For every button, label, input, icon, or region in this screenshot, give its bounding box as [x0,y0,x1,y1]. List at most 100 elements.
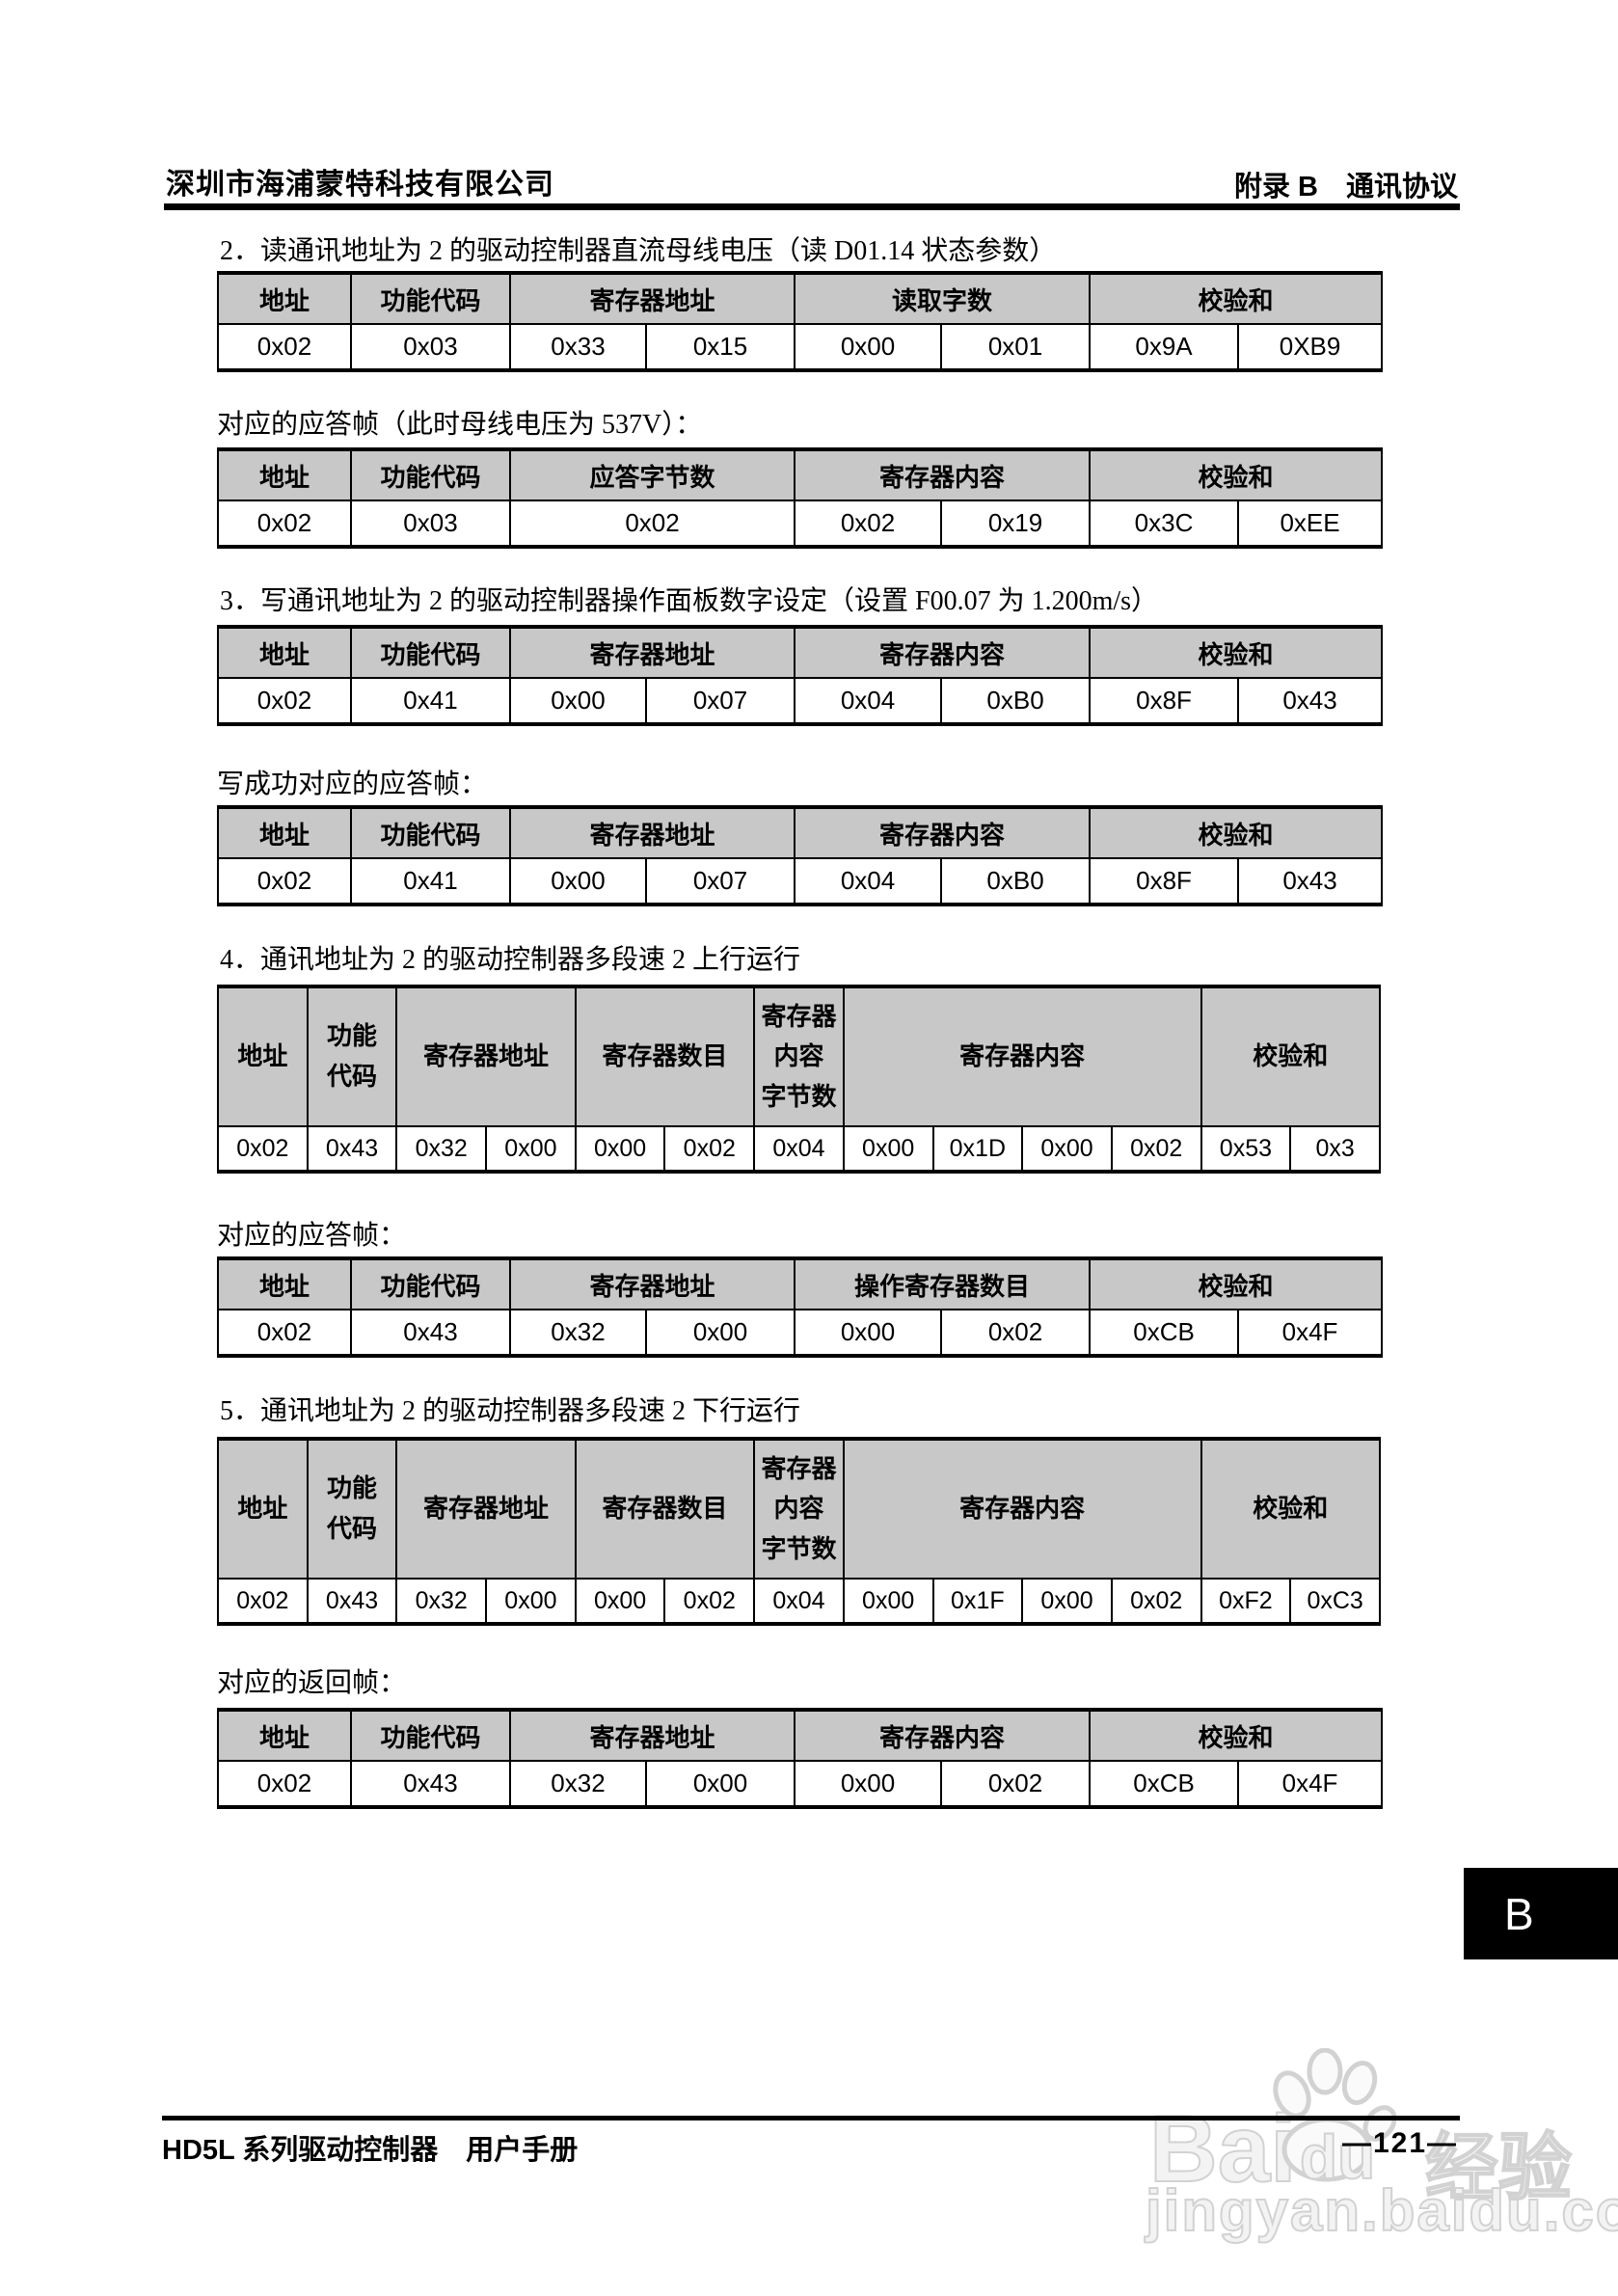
header-cell: 校验和 [1089,448,1384,501]
header-cell: 校验和 [1200,986,1382,1127]
value-cell: 0x43 [1237,857,1384,905]
header-cell: 功能 代码 [306,986,398,1127]
table-multispeed-up-request: 地址 功能 代码 寄存器地址 寄存器数目 寄存器 内容 字节数 寄存器内容 校验… [217,985,1382,1174]
section-2-title: 2．读通讯地址为 2 的驱动控制器直流母线电压（读 D01.14 状态参数） [220,236,1057,266]
value-cell: 0x53 [1200,1125,1292,1173]
value-cell: 0x02 [217,1760,352,1808]
header-cell: 功能代码 [350,1709,511,1762]
header-cell: 地址 [217,986,309,1127]
value-cell: 0x02 [217,677,352,725]
header-cell: 寄存器内容 [794,448,1092,501]
header-cell: 地址 [217,1257,352,1310]
section-3-title: 3．写通讯地址为 2 的驱动控制器操作面板数字设定（设置 F00.07 为 1.… [220,586,1159,616]
value-cell: 0x02 [217,1125,309,1173]
value-cell: 0x9A [1089,323,1240,371]
value-cell: 0xC3 [1289,1578,1381,1625]
header-cell: 寄存器地址 [395,1438,577,1580]
value-cell: 0x41 [350,857,511,905]
header-cell: 寄存器内容 [794,1709,1092,1762]
value-cell: 0x00 [842,1578,934,1625]
value-cell: 0x15 [644,323,796,371]
header-cell: 寄存器地址 [508,1709,796,1762]
value-cell: 0x43 [306,1125,398,1173]
value-cell: 0x02 [1110,1125,1202,1173]
value-cell: 0XB9 [1237,323,1384,371]
reply-frame-label: 对应的应答帧： [217,1221,407,1251]
footer-rule [162,2116,1460,2120]
header-cell: 地址 [217,806,352,859]
value-cell: 0x1F [931,1578,1024,1625]
header-cell: 功能代码 [350,626,511,679]
header-cell: 寄存器数目 [574,986,756,1127]
value-cell: 0x02 [217,500,352,548]
value-cell: 0x02 [663,1125,756,1173]
header-cell: 寄存器内容 [842,986,1202,1127]
value-cell: 0x43 [1237,677,1384,725]
value-cell: 0x43 [350,1760,511,1808]
value-cell: 0x00 [1021,1125,1113,1173]
header-cell: 功能 代码 [306,1438,398,1580]
footer-manual-title: HD5L 系列驱动控制器 用户手册 [162,2135,579,2166]
value-cell: 0x04 [794,677,943,725]
header-cell: 寄存器地址 [508,806,796,859]
header-cell: 地址 [217,1438,309,1580]
value-cell: 0x8F [1089,677,1240,725]
header-cell: 寄存器 内容 字节数 [753,1438,845,1580]
value-cell: 0x02 [794,500,943,548]
value-cell: 0x02 [508,500,796,548]
value-cell: 0x43 [306,1578,398,1625]
header-cell: 寄存器内容 [794,626,1092,679]
value-cell: 0x00 [485,1578,577,1625]
value-cell: 0x02 [217,1309,352,1357]
value-cell: 0x3C [1089,500,1240,548]
header-cell: 寄存器 内容 字节数 [753,986,845,1127]
write-success-reply-label: 写成功对应的应答帧： [217,770,488,799]
watermark-bai-text: Bai [1148,2094,1298,2202]
value-cell: 0x43 [350,1309,511,1357]
value-cell: 0x01 [940,323,1092,371]
header-cell: 校验和 [1089,1709,1384,1762]
value-cell: 0xF2 [1200,1578,1292,1625]
value-cell: 0x32 [395,1578,488,1625]
value-cell: 0x00 [644,1760,796,1808]
value-cell: 0x00 [509,677,647,725]
value-cell: 0x07 [644,857,796,905]
value-cell: 0x03 [350,500,511,548]
value-cell: 0x41 [350,677,511,725]
value-cell: 0x00 [574,1578,666,1625]
value-cell: 0x02 [940,1760,1092,1808]
value-cell: 0x02 [217,1578,309,1625]
value-cell: 0x02 [663,1578,756,1625]
header-cell: 校验和 [1089,272,1384,325]
value-cell: 0xEE [1237,500,1384,548]
value-cell: 0x32 [395,1125,488,1173]
value-cell: 0x02 [217,323,352,371]
value-cell: 0x19 [940,500,1092,548]
value-cell: 0x04 [753,1578,845,1625]
table-digital-set-write-request: 地址 功能代码 寄存器地址 寄存器内容 校验和 0x02 0x41 0x00 0… [217,625,1384,726]
section-5-title: 5．通讯地址为 2 的驱动控制器多段速 2 下行运行 [220,1396,801,1426]
header-cell: 地址 [217,1709,352,1762]
header-cell: 操作寄存器数目 [794,1257,1092,1310]
section-4-title: 4．通讯地址为 2 的驱动控制器多段速 2 上行运行 [220,945,801,975]
header-cell: 应答字节数 [508,448,796,501]
value-cell: 0x02 [217,857,352,905]
appendix-title: 附录 B 通讯协议 [1233,172,1458,203]
header-cell: 地址 [217,272,352,325]
chapter-tab-b: B [1464,1868,1618,1959]
value-cell: 0x00 [794,1309,943,1357]
value-cell: 0xB0 [940,677,1092,725]
company-name: 深圳市海浦蒙特科技有限公司 [166,169,554,201]
page-number: —121— [1342,2127,1459,2159]
value-cell: 0x00 [842,1125,934,1173]
header-cell: 地址 [217,448,352,501]
value-cell: 0x33 [509,323,647,371]
header-cell: 校验和 [1089,806,1384,859]
value-cell: 0x00 [509,857,647,905]
header-cell: 校验和 [1089,626,1384,679]
value-cell: 0x32 [509,1760,647,1808]
header-cell: 读取字数 [794,272,1092,325]
table-multispeed-up-reply: 地址 功能代码 寄存器地址 操作寄存器数目 校验和 0x02 0x43 0x32… [217,1256,1384,1358]
value-cell: 0x00 [644,1309,796,1357]
